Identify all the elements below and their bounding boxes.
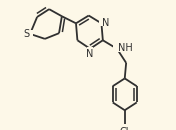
Bar: [113, 44, 123, 52]
Bar: [26, 30, 33, 37]
Bar: [87, 47, 93, 52]
Text: N: N: [86, 49, 94, 59]
Bar: [99, 21, 105, 26]
Text: N: N: [102, 18, 109, 28]
Text: Cl: Cl: [120, 127, 130, 130]
Bar: [121, 124, 129, 130]
Text: NH: NH: [118, 43, 132, 53]
Text: S: S: [23, 29, 29, 39]
